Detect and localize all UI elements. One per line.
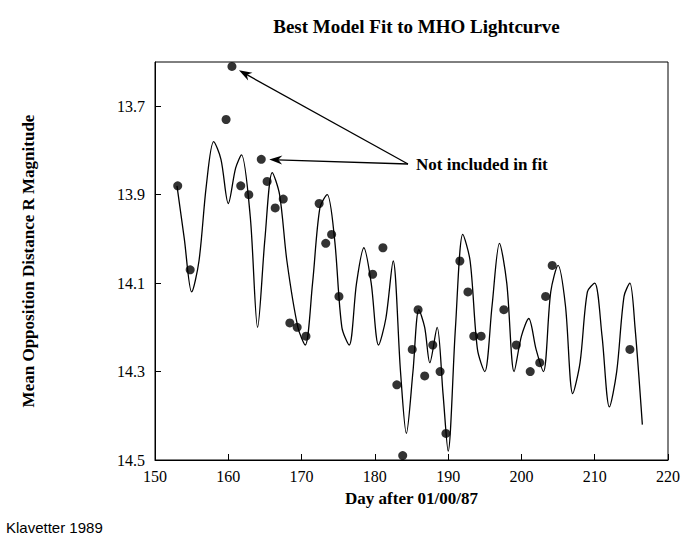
svg-text:220: 220 — [656, 468, 680, 485]
svg-text:170: 170 — [290, 468, 314, 485]
svg-text:Mean Opposition Distance R Mag: Mean Opposition Distance R Magnitude — [19, 114, 38, 407]
svg-text:Day after 01/00/87: Day after 01/00/87 — [345, 489, 478, 508]
svg-text:14.5: 14.5 — [117, 452, 145, 469]
svg-text:210: 210 — [583, 468, 607, 485]
svg-text:14.1: 14.1 — [117, 275, 145, 292]
svg-text:Best Model Fit to MHO Lightcur: Best Model Fit to MHO Lightcurve — [273, 16, 560, 37]
svg-text:190: 190 — [436, 468, 460, 485]
svg-text:13.9: 13.9 — [117, 186, 145, 203]
svg-text:13.7: 13.7 — [117, 98, 145, 115]
svg-text:14.3: 14.3 — [117, 363, 145, 380]
svg-text:200: 200 — [509, 468, 533, 485]
svg-text:Not included in fit: Not included in fit — [416, 155, 548, 174]
svg-text:150: 150 — [143, 468, 167, 485]
svg-text:160: 160 — [216, 468, 240, 485]
svg-text:Klavetter 1989: Klavetter 1989 — [6, 519, 103, 536]
svg-text:180: 180 — [363, 468, 387, 485]
